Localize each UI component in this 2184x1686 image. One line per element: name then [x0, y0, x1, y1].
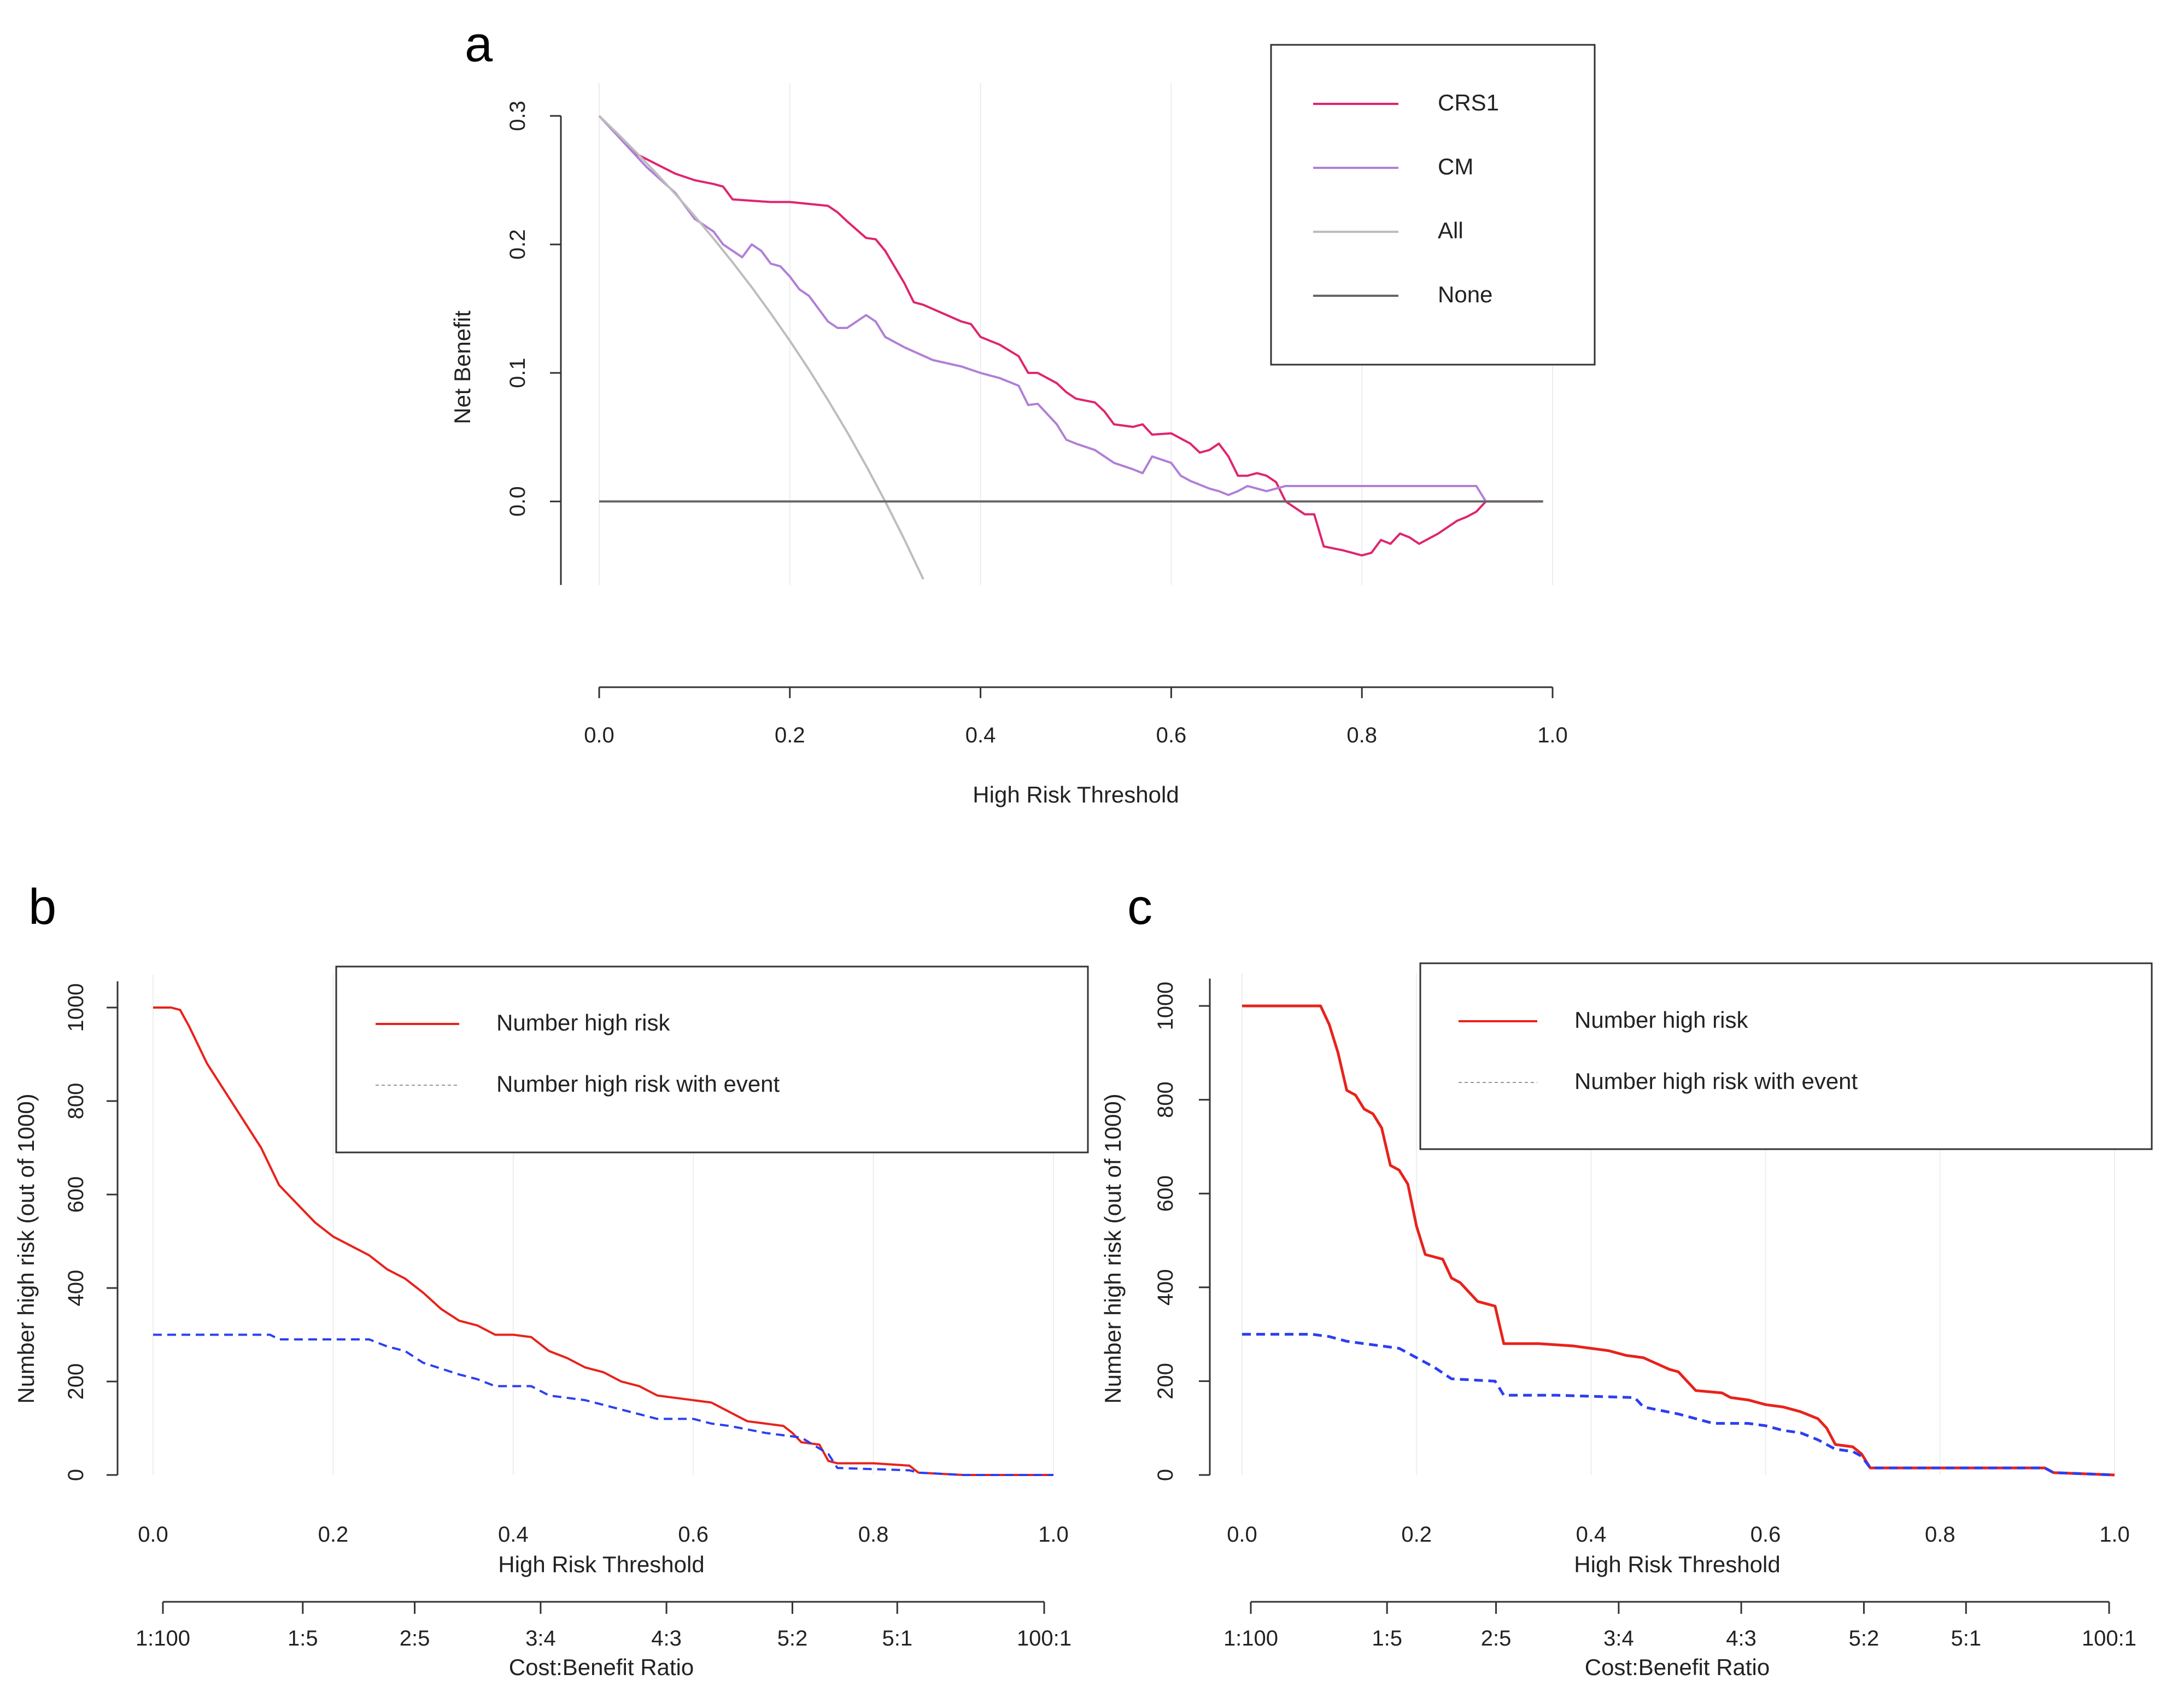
series-group-c: [1242, 1004, 2115, 1477]
cost-benefit-tick-label: 1:100: [136, 1626, 190, 1650]
legend-label: All: [1438, 218, 1463, 243]
cost-benefit-tick-label: 1:100: [1223, 1626, 1278, 1650]
x-tick-label: 0.2: [1401, 1523, 1432, 1547]
x-tick-label: 0.8: [1346, 723, 1377, 747]
series-line-all: [598, 115, 924, 580]
y-tick-label: 600: [64, 1176, 88, 1213]
cost-benefit-tick-label: 2:5: [1481, 1626, 1512, 1650]
panel-label-b: b: [28, 879, 56, 935]
y-tick-label: 1000: [1154, 982, 1178, 1031]
series-line-number-high-risk-with-event: [1242, 1333, 2115, 1477]
x-tick-label: 0.8: [858, 1523, 889, 1547]
x-tick-label: 0.0: [1227, 1523, 1257, 1547]
y-tick-label: 0.0: [506, 486, 530, 517]
cost-benefit-tick-label: 1:5: [288, 1626, 318, 1650]
chart-panel-a: 0.0 0.2 0.4 0.6 0.8 1.0 0.0 0.1 0.2 0.3 High Ris…: [449, 44, 1596, 807]
cost-benefit-ticks-c: 1:100 1:5 2:5 3:4 4:3 5:2 5:1 100:1: [1223, 1602, 2136, 1650]
y-tick-label: 1000: [64, 983, 88, 1032]
panel-label-c: c: [1127, 879, 1152, 935]
x-ticks-a: 0.0 0.2 0.4 0.6 0.8 1.0: [584, 687, 1568, 747]
legend-box-a: [1270, 44, 1596, 366]
y-tick-label: 400: [64, 1270, 88, 1307]
legend-label: CRS1: [1438, 90, 1499, 115]
cost-benefit-tick-label: 1:5: [1372, 1626, 1402, 1650]
y-tick-label: 0.2: [506, 229, 530, 260]
x-axis-label-a: High Risk Threshold: [973, 782, 1179, 807]
legend-label: Number high risk: [1574, 1007, 1748, 1033]
series-line-cm: [598, 115, 1543, 503]
cost-benefit-tick-label: 4:3: [1726, 1626, 1756, 1650]
legend-label: Number high risk with event: [1574, 1068, 1858, 1094]
x-axis-label-c: High Risk Threshold: [1574, 1552, 1780, 1577]
cost-benefit-tick-label: 100:1: [1017, 1626, 1071, 1650]
x-tick-label: 0.6: [678, 1523, 709, 1547]
y-tick-label: 600: [1154, 1175, 1178, 1212]
legend-label: CM: [1438, 154, 1473, 179]
x-tick-label: 0.4: [498, 1523, 529, 1547]
chart-panel-b: 0.0 0.2 0.4 0.6 0.8 1.0 0 200 400 600 800 1000 Hig…: [13, 965, 1089, 1680]
legend-label: None: [1438, 282, 1492, 307]
legend-c: Number high risk Number high risk with ev…: [1419, 962, 2153, 1150]
cost-benefit-tick-label: 5:2: [777, 1626, 808, 1650]
x-tick-label: 0.2: [318, 1523, 349, 1547]
x-axis-label-b: High Risk Threshold: [498, 1552, 704, 1577]
cost-benefit-tick-label: 5:1: [1951, 1626, 1981, 1650]
legend-a: CRS1 CM All None: [1270, 44, 1596, 366]
series-line-number-high-risk: [1242, 1004, 2115, 1477]
x-tick-label: 1.0: [1537, 723, 1568, 747]
x-tick-label: 0.6: [1156, 723, 1187, 747]
y-ticks-c: 0 200 400 600 800 1000: [1154, 982, 1210, 1481]
legend-label: Number high risk with event: [496, 1071, 780, 1097]
series-line-crs1: [598, 115, 1543, 557]
x-tick-label: 0.0: [584, 723, 614, 747]
y-tick-label: 0: [64, 1469, 88, 1481]
x-tick-label: 0.0: [138, 1523, 168, 1547]
cost-benefit-tick-label: 4:3: [651, 1626, 682, 1650]
x-tick-label: 0.8: [1925, 1523, 1955, 1547]
y-tick-label: 0.3: [506, 101, 530, 131]
x-tick-label: 0.4: [965, 723, 996, 747]
y-tick-label: 400: [1154, 1269, 1178, 1306]
x-tick-label: 0.4: [1576, 1523, 1607, 1547]
cost-benefit-ticks-b: 1:100 1:5 2:5 3:4 4:3 5:2 5:1 100:1: [136, 1602, 1071, 1650]
y-tick-label: 200: [64, 1363, 88, 1400]
legend-box-b: [335, 965, 1089, 1154]
y-tick-label: 800: [64, 1083, 88, 1120]
x-tick-label: 1.0: [2099, 1523, 2130, 1547]
series-group-b: [153, 1006, 1053, 1476]
x-tick-label: 0.2: [775, 723, 805, 747]
y-axis-label-b: Number high risk (out of 1000): [13, 1093, 39, 1403]
cost-benefit-tick-label: 5:2: [1849, 1626, 1879, 1650]
cost-benefit-tick-label: 3:4: [525, 1626, 556, 1650]
y-ticks-b: 0 200 400 600 800 1000: [64, 983, 118, 1481]
x-ticks-b: 0.0 0.2 0.4 0.6 0.8 1.0: [138, 1523, 1069, 1547]
x-tick-label: 0.6: [1750, 1523, 1781, 1547]
x-tick-label: 1.0: [1038, 1523, 1069, 1547]
series-line-number-high-risk-with-event: [153, 1333, 1053, 1476]
y-axis-label-a: Net Benefit: [449, 311, 475, 424]
legend-box-c: [1419, 962, 2153, 1150]
legend-b: Number high risk Number high risk with ev…: [335, 965, 1089, 1154]
cost-benefit-tick-label: 3:4: [1603, 1626, 1634, 1650]
cost-benefit-tick-label: 2:5: [400, 1626, 430, 1650]
cost-benefit-tick-label: 100:1: [2082, 1626, 2136, 1650]
x-ticks-c: 0.0 0.2 0.4 0.6 0.8 1.0: [1227, 1523, 2130, 1547]
chart-panel-c: 0.0 0.2 0.4 0.6 0.8 1.0 0 200 400 600 800 1000 Hig…: [1100, 962, 2153, 1680]
panel-label-a: a: [465, 16, 493, 72]
series-group-a: [598, 115, 1543, 580]
y-ticks-a: 0.0 0.1 0.2 0.3: [506, 101, 561, 517]
y-axis-label-c: Number high risk (out of 1000): [1100, 1093, 1126, 1403]
cost-benefit-label-b: Cost:Benefit Ratio: [509, 1654, 694, 1680]
cost-benefit-tick-label: 5:1: [882, 1626, 912, 1650]
y-tick-label: 200: [1154, 1363, 1178, 1400]
y-tick-label: 800: [1154, 1081, 1178, 1118]
series-line-number-high-risk: [153, 1006, 1053, 1476]
y-tick-label: 0: [1154, 1469, 1178, 1481]
y-tick-label: 0.1: [506, 358, 530, 388]
cost-benefit-label-c: Cost:Benefit Ratio: [1585, 1654, 1770, 1680]
legend-label: Number high risk: [496, 1010, 670, 1035]
